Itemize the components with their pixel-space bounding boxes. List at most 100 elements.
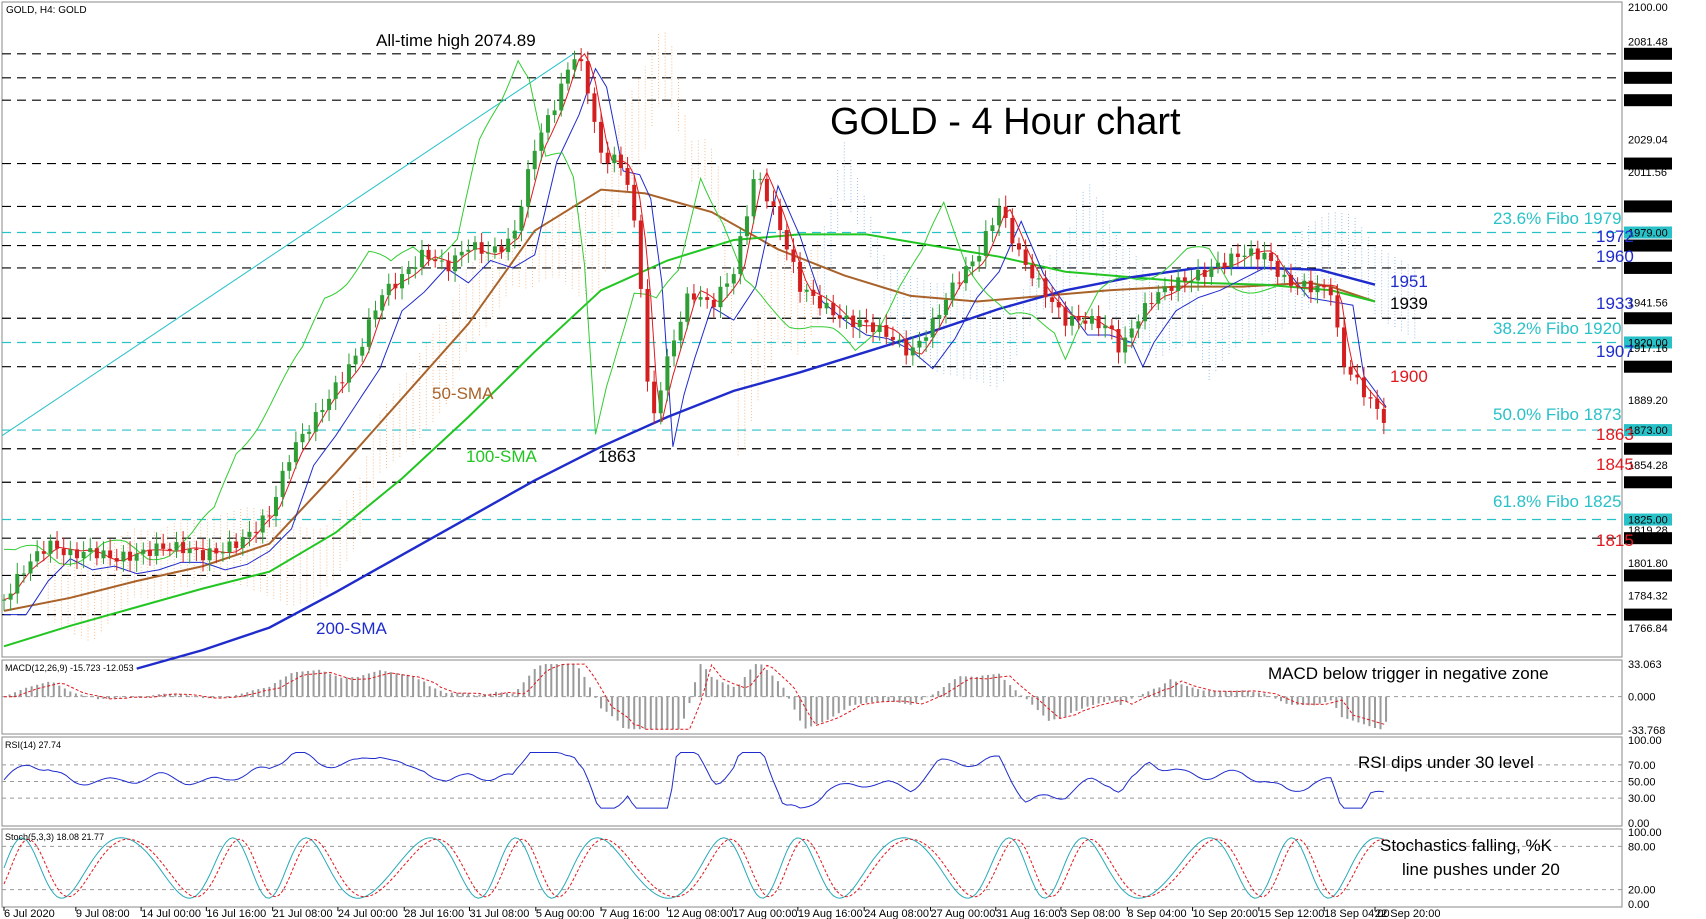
candle-body — [871, 322, 876, 332]
candle-body — [798, 261, 803, 292]
fibo-382-label: 38.2% Fibo 1920 — [1493, 319, 1622, 338]
candle-body — [1368, 397, 1373, 399]
y-tick-label: 1845.00 — [1628, 477, 1668, 489]
candle-body — [791, 249, 796, 262]
x-tick-label: 8 Sep 04:00 — [1127, 908, 1186, 919]
level-1972-label: 1972 — [1596, 227, 1634, 246]
candle-body — [652, 381, 657, 414]
candle-body — [837, 315, 842, 319]
candle-body — [1023, 249, 1028, 265]
candle-body — [1176, 277, 1181, 291]
chikou-line — [4, 59, 1276, 565]
price-tag-bg — [1624, 47, 1672, 60]
x-tick-label: 24 Aug 08:00 — [864, 908, 929, 919]
level-1939-label: 1939 — [1390, 294, 1428, 313]
price-tag-bg — [1624, 261, 1672, 274]
y-tick-label: 1854.28 — [1628, 460, 1668, 472]
candle-body — [811, 289, 816, 296]
candle-body — [1083, 320, 1088, 324]
y-tick-label: 1979.00 — [1628, 228, 1668, 240]
x-tick-label: 3 Sep 08:00 — [1061, 908, 1120, 919]
candle-body — [672, 340, 677, 357]
y-tick-label: 1815.00 — [1628, 533, 1668, 545]
candle-body — [744, 216, 749, 237]
candle-body — [1189, 280, 1194, 282]
candle-body — [201, 550, 206, 561]
y-tick-label: 1972.00 — [1628, 241, 1668, 253]
candle-body — [400, 274, 405, 289]
candle-body — [1063, 307, 1068, 326]
candle-body — [1070, 315, 1075, 326]
candle-body — [559, 83, 564, 111]
y-tick-label: 2062.00 — [1628, 73, 1668, 85]
candle-body — [1123, 337, 1128, 353]
candle-body — [632, 184, 637, 221]
candle-body — [1136, 321, 1141, 329]
candle-body — [21, 573, 26, 575]
candle-body — [957, 282, 962, 284]
candle-body — [280, 470, 285, 497]
x-tick-label: 18 Sep 04:00 — [1324, 908, 1389, 919]
candle-body — [1355, 374, 1360, 378]
candle-body — [313, 412, 318, 432]
candle-body — [360, 346, 365, 356]
candle-body — [751, 179, 756, 217]
x-tick-label: 22 Sep 20:00 — [1375, 908, 1440, 919]
chart-title: GOLD - 4 Hour chart — [830, 101, 1181, 143]
candle-body — [579, 59, 584, 62]
candle-body — [181, 542, 186, 554]
candle-body — [121, 551, 126, 562]
y-tick-label: 1960.00 — [1628, 263, 1668, 275]
candle-body — [35, 551, 40, 562]
candle-body — [406, 269, 411, 275]
stoch-label: Stoch(5,3,3) 18.08 21.77 — [5, 832, 104, 842]
candle-body — [101, 550, 106, 559]
candle-body — [718, 286, 723, 308]
candle-body — [771, 201, 776, 207]
candle-body — [453, 255, 458, 272]
moving-averages — [3, 52, 1387, 670]
candle-body — [1269, 252, 1274, 262]
candle-body — [658, 390, 663, 414]
candle-body — [194, 548, 199, 551]
rsi-line — [3, 752, 1384, 809]
candle-body — [346, 364, 351, 383]
fibo-618-label: 61.8% Fibo 1825 — [1493, 492, 1622, 511]
y-tick-label: 1873.00 — [1628, 425, 1668, 437]
price-tag-bg — [1624, 360, 1672, 373]
candle-body — [1288, 274, 1293, 286]
candle-body — [1222, 262, 1227, 268]
candle-body — [473, 242, 478, 250]
candle-body — [645, 288, 650, 382]
candle-body — [778, 206, 783, 231]
y-tick-label: 1863.00 — [1628, 444, 1668, 456]
x-tick-label: 31 Aug 16:00 — [996, 908, 1061, 919]
candle-body — [824, 302, 829, 309]
candle-body — [924, 337, 929, 341]
stoch-tick-label: 20.00 — [1628, 885, 1656, 897]
candle-body — [565, 69, 570, 84]
candle-body — [15, 573, 20, 594]
candle-body — [506, 238, 511, 253]
candle-body — [1209, 267, 1214, 277]
level-1951-label: 1951 — [1390, 272, 1428, 291]
candle-body — [2, 599, 6, 601]
macd-signal-line — [4, 663, 1387, 730]
rsi-tick-label: 70.00 — [1628, 760, 1656, 772]
candle-body — [320, 409, 325, 413]
candle-body — [114, 558, 119, 562]
candle-body — [1229, 253, 1234, 268]
x-tick-label: 10 Sep 20:00 — [1193, 908, 1258, 919]
rsi-label: RSI(14) 27.74 — [5, 740, 61, 750]
candle-body — [1096, 316, 1101, 329]
level-1863-label: 1863 — [1596, 425, 1634, 444]
ichimoku-cloud — [47, 32, 1416, 642]
candle-body — [1036, 278, 1041, 280]
candle-body — [293, 442, 298, 463]
candle-body — [466, 249, 471, 252]
candle-body — [254, 531, 259, 533]
x-tick-label: 28 Jul 16:00 — [404, 908, 464, 919]
candle-body — [214, 548, 219, 554]
candle-body — [532, 150, 537, 170]
level-1933-label: 1933 — [1596, 294, 1634, 313]
